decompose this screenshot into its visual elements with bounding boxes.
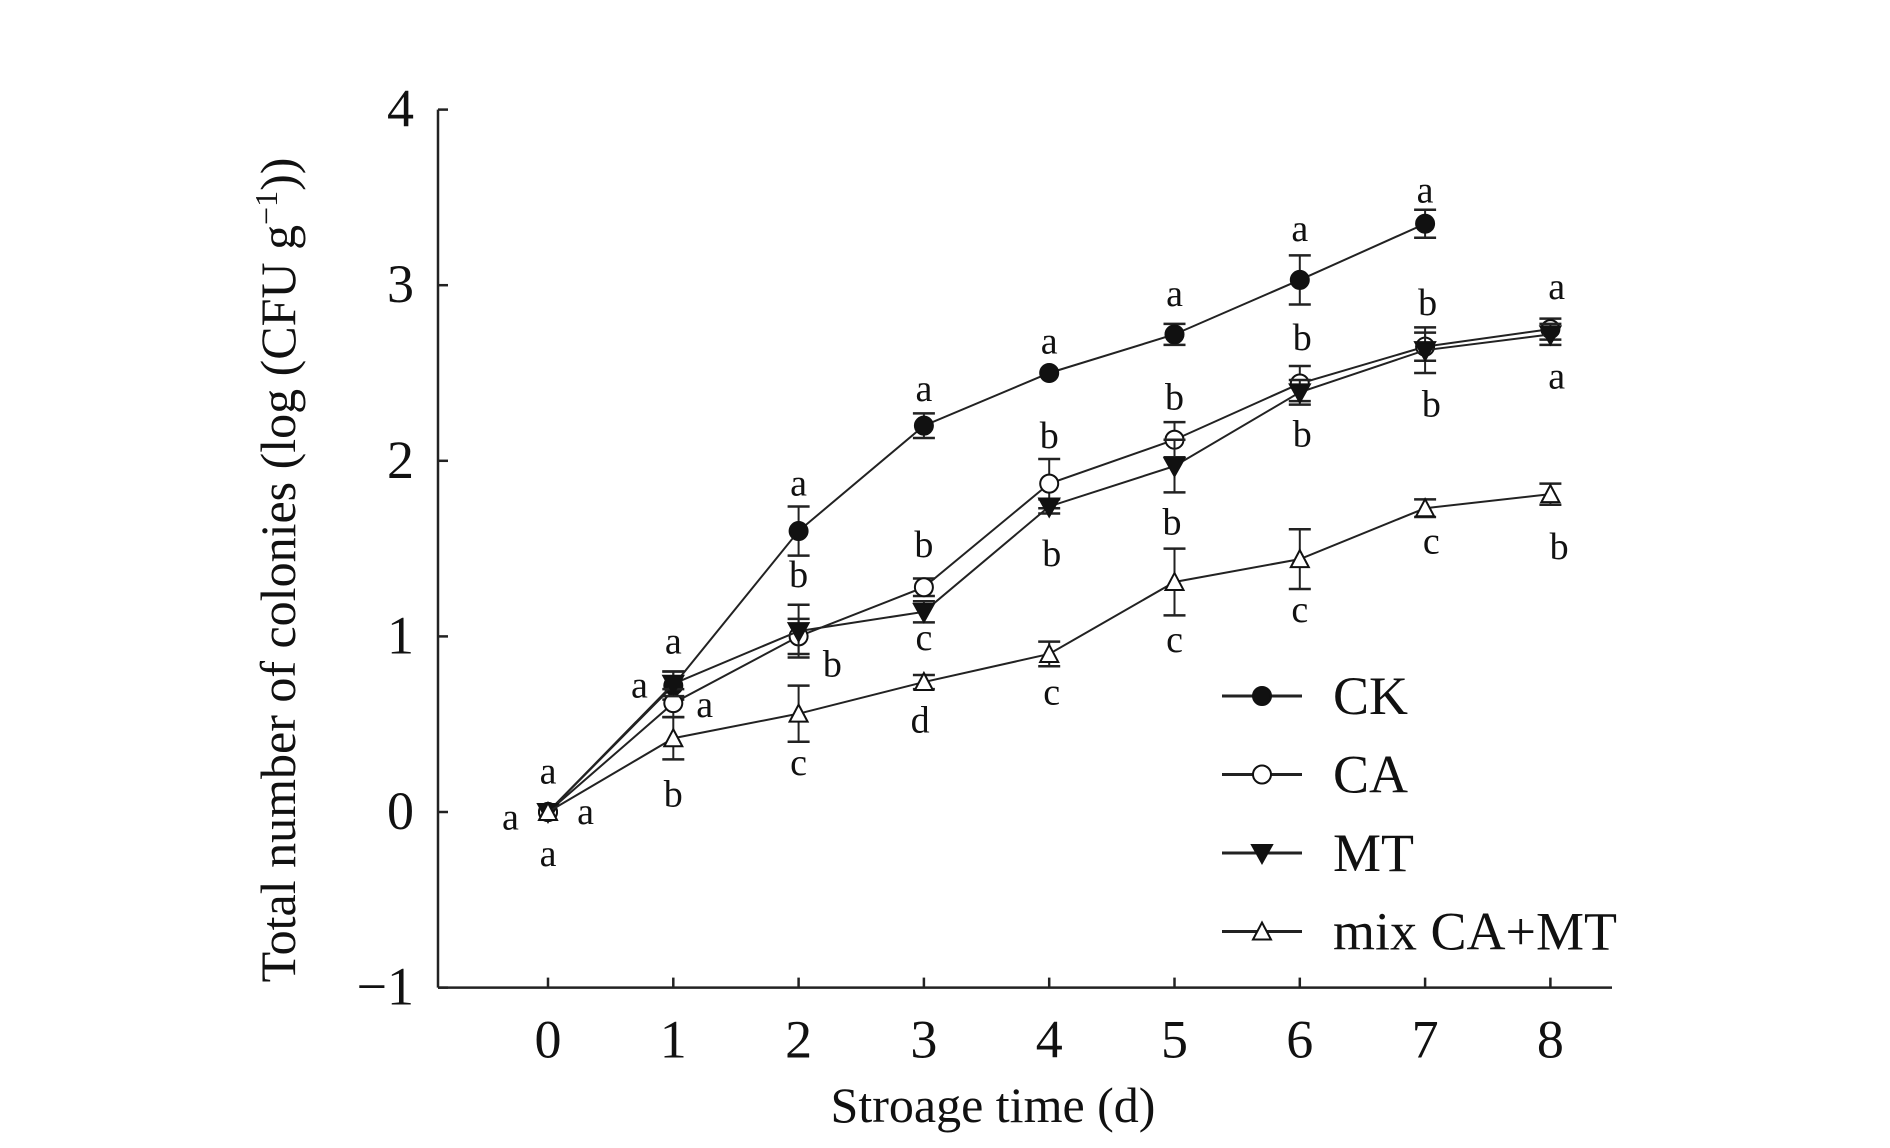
significance-letter: b: [1422, 384, 1441, 426]
data-point: [1289, 547, 1311, 569]
x-tick-label: 5: [1161, 1010, 1188, 1070]
significance-letter: b: [1293, 317, 1312, 359]
legend-marker: [1251, 920, 1273, 941]
legend-item: mix CA+MT: [1222, 902, 1617, 962]
significance-letter: a: [502, 796, 519, 838]
significance-letter: a: [577, 791, 594, 833]
axes: −1 0 1 2 3 4 0 1 2 3 4 5 6 7 8: [357, 79, 1612, 1070]
significance-letter: c: [790, 742, 807, 784]
significance-letter: a: [790, 463, 807, 505]
legend: CK CA MT mix CA+MT: [1222, 666, 1617, 962]
x-tick-label: 4: [1036, 1010, 1063, 1070]
legend-item: CA: [1222, 745, 1408, 805]
data-point: [661, 674, 685, 696]
legend-label: CK: [1333, 666, 1408, 726]
legend-marker: [1252, 686, 1272, 706]
y-tick-label: 2: [387, 430, 414, 490]
legend-item: CK: [1222, 666, 1408, 726]
data-point: [1539, 483, 1562, 504]
data-point: [1038, 642, 1060, 663]
significance-letter: a: [915, 368, 932, 410]
data-point: [662, 727, 684, 748]
y-tick-label: 3: [387, 254, 414, 314]
significance-letter: a: [1041, 320, 1058, 362]
y-tick-label: −1: [357, 957, 414, 1017]
y-tick-label: 4: [387, 79, 414, 139]
legend-marker: [1250, 844, 1274, 866]
significance-letter: b: [823, 643, 842, 685]
significance-letter: a: [631, 665, 648, 707]
data-point: [912, 602, 936, 624]
legend-label: MT: [1333, 823, 1414, 883]
significance-letter: b: [1162, 501, 1181, 543]
data-point: [1037, 497, 1061, 519]
data-point: [787, 702, 810, 723]
x-tick-label: 0: [535, 1010, 562, 1070]
significance-letter: a: [665, 621, 682, 663]
data-point: [1163, 570, 1186, 591]
y-axis-label: Total number of colonies (log (CFU g−1)): [248, 158, 306, 983]
x-axis-label: Stroage time (d): [831, 1077, 1156, 1133]
significance-letter: b: [1293, 413, 1312, 455]
data-point: [1415, 213, 1436, 234]
significance-letter: c: [915, 617, 932, 659]
data-point: [786, 622, 811, 644]
significance-letter: c: [1166, 619, 1183, 661]
data-point: [1289, 269, 1310, 290]
significance-letter: b: [664, 773, 683, 815]
significance-letter: a: [1166, 273, 1183, 315]
significance-letter: a: [540, 751, 557, 793]
significance-letter: b: [1040, 415, 1059, 457]
significance-letter: c: [1423, 521, 1440, 563]
data-point: [1413, 341, 1437, 363]
series-line: [547, 222, 1426, 813]
significance-letter: a: [1291, 208, 1308, 250]
series-group: [536, 208, 1563, 825]
data-point: [788, 521, 809, 542]
significance-letter: c: [1043, 672, 1060, 714]
significance-letter: b: [1042, 533, 1061, 575]
legend-marker: [1252, 764, 1272, 785]
x-tick-label: 8: [1537, 1010, 1564, 1070]
significance-letter: b: [1165, 377, 1184, 419]
y-tick-label: 0: [387, 781, 414, 841]
significance-letter: b: [914, 524, 933, 566]
legend-label: CA: [1333, 745, 1408, 805]
x-tick-label: 6: [1286, 1010, 1313, 1070]
data-point: [1162, 457, 1187, 479]
significance-letter: c: [1291, 589, 1308, 631]
data-point: [913, 577, 934, 598]
x-tick-label: 2: [785, 1010, 812, 1070]
data-point: [1414, 497, 1436, 518]
data-point: [913, 415, 934, 436]
significance-letter: b: [1550, 526, 1569, 568]
significance-letter: b: [789, 554, 808, 596]
significance-letter: a: [540, 833, 557, 875]
data-point: [1039, 363, 1060, 383]
significance-letter: a: [1548, 356, 1565, 398]
significance-letter: b: [1418, 282, 1437, 324]
significance-letter: a: [1548, 266, 1565, 308]
significance-letter: d: [911, 700, 930, 742]
data-point: [1288, 383, 1312, 405]
data-point: [1538, 325, 1563, 347]
x-tick-label: 7: [1412, 1010, 1439, 1070]
data-point: [1164, 324, 1185, 345]
y-tick-label: 1: [387, 605, 414, 665]
x-tick-label: 1: [660, 1010, 687, 1070]
data-point: [1039, 473, 1060, 494]
data-point: [913, 670, 935, 692]
significance-letter: a: [1417, 169, 1434, 211]
legend-item: MT: [1222, 823, 1414, 883]
x-tick-label: 3: [910, 1010, 937, 1070]
data-point: [537, 800, 559, 821]
legend-label: mix CA+MT: [1333, 902, 1617, 962]
significance-letter: a: [696, 684, 713, 726]
series-mix-ca-mt: [537, 482, 1562, 821]
